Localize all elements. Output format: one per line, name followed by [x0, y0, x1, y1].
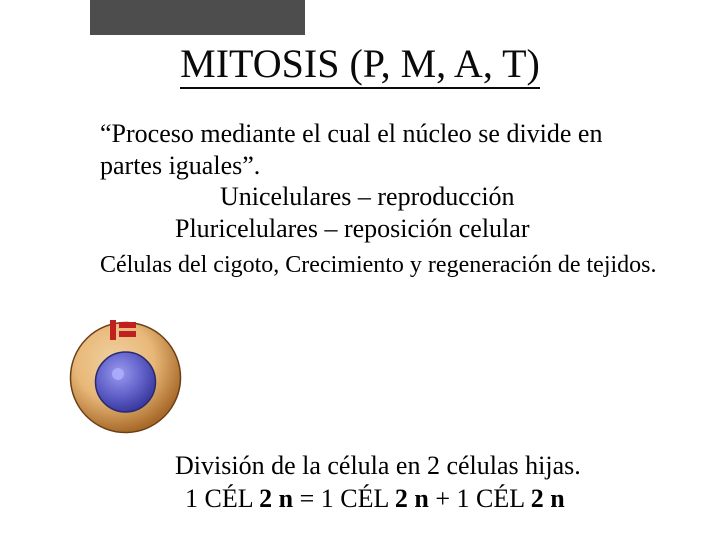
line-unicelulares: Unicelulares – reproducción: [100, 181, 665, 213]
slide: MITOSIS (P, M, A, T) “Proceso mediante e…: [0, 0, 720, 540]
equation-line: 1 CÉL 2 n = 1 CÉL 2 n + 1 CÉL 2 n: [175, 483, 680, 516]
definition-line-2: partes iguales”.: [100, 150, 665, 182]
division-line: División de la célula en 2 células hijas…: [175, 450, 680, 483]
chromosome-icon: [110, 320, 136, 340]
slide-title: MITOSIS (P, M, A, T): [0, 40, 720, 87]
subline: Células del cigoto, Crecimiento y regene…: [100, 251, 665, 280]
body-text: “Proceso mediante el cual el núcleo se d…: [100, 118, 665, 280]
definition-line-1: “Proceso mediante el cual el núcleo se d…: [100, 118, 665, 150]
bottom-text: División de la célula en 2 células hijas…: [175, 450, 680, 515]
title-text: MITOSIS (P, M, A, T): [180, 41, 540, 89]
decorative-top-block: [90, 0, 305, 35]
line-pluricelulares: Pluricelulares – reposición celular: [100, 213, 665, 245]
